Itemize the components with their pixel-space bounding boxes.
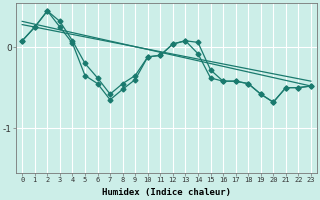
X-axis label: Humidex (Indice chaleur): Humidex (Indice chaleur) (102, 188, 231, 197)
